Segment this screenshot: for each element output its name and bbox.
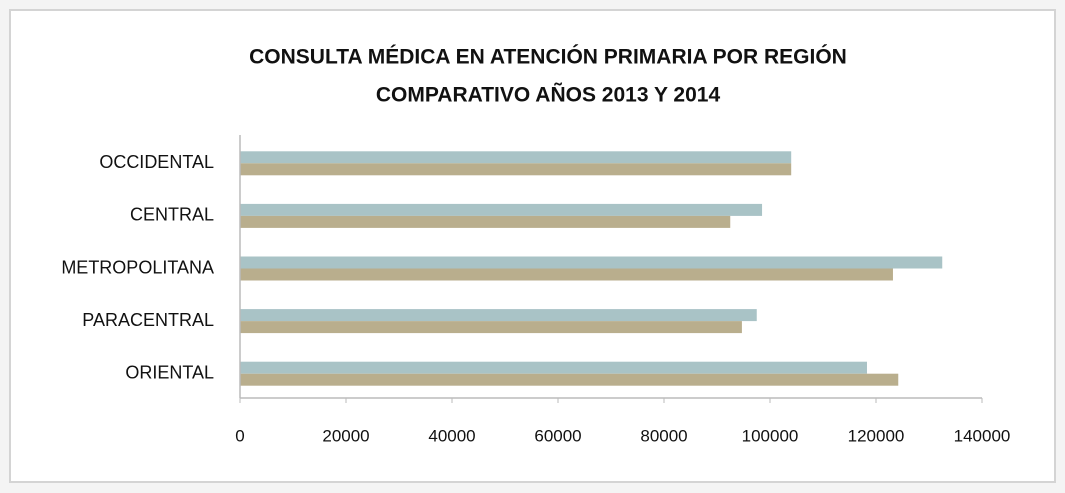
chart-frame [9, 9, 1056, 483]
bar [240, 203, 763, 216]
x-tick-label: 120000 [848, 426, 905, 445]
category-label: ORIENTAL [125, 362, 214, 382]
x-tick-label: 100000 [742, 426, 799, 445]
category-label: METROPOLITANA [61, 257, 214, 277]
bar [240, 321, 742, 334]
category-label: OCCIDENTAL [99, 152, 214, 172]
bar [240, 151, 792, 164]
bar [240, 268, 893, 281]
bar [240, 163, 792, 176]
chart-title: CONSULTA MÉDICA EN ATENCIÓN PRIMARIA POR… [249, 45, 847, 69]
bar [240, 309, 757, 322]
bar [240, 361, 867, 374]
category-label: PARACENTRAL [82, 310, 214, 330]
bar [240, 215, 731, 228]
x-tick-label: 0 [235, 426, 244, 445]
x-tick-label: 140000 [954, 426, 1011, 445]
bar [240, 256, 943, 269]
x-tick-label: 80000 [640, 426, 687, 445]
bar [240, 373, 899, 386]
chart-subtitle: COMPARATIVO AÑOS 2013 Y 2014 [376, 84, 721, 107]
x-tick-label: 40000 [428, 426, 475, 445]
x-tick-label: 60000 [534, 426, 581, 445]
x-tick-label: 20000 [322, 426, 369, 445]
category-label: CENTRAL [130, 205, 214, 225]
